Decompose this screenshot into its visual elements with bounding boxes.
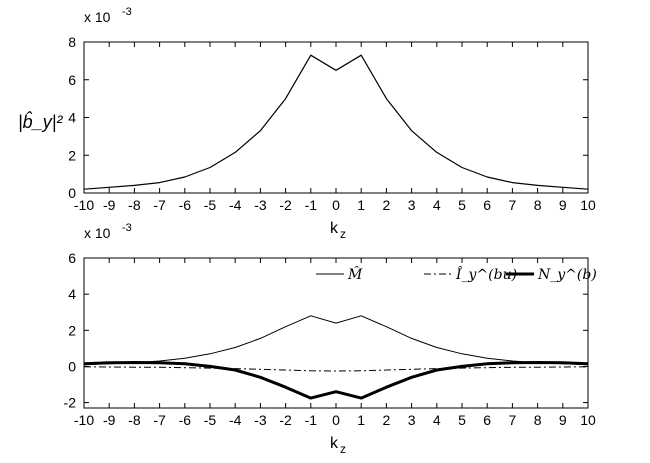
x-tick-label: -9: [103, 412, 116, 428]
x-tick-label: 7: [509, 412, 517, 428]
y-tick-label: 2: [68, 147, 76, 163]
y-tick-label: 2: [68, 322, 76, 338]
x-tick-label: 10: [580, 197, 596, 213]
x-tick-label: -10: [74, 197, 94, 213]
x-tick-label: -7: [153, 197, 166, 213]
legend-label-3: N_y^(b): [537, 267, 597, 283]
series-line-2-2: [83, 366, 589, 372]
series-line-1-1: [83, 54, 589, 190]
x-tick-label: 9: [559, 197, 567, 213]
x-tick-label: -8: [128, 412, 141, 428]
x-axis-label-subscript: z: [340, 227, 346, 241]
x-tick-label: 2: [383, 412, 391, 428]
x-tick-label: -7: [153, 412, 166, 428]
y-tick-label: 4: [68, 110, 76, 126]
x-tick-label: 9: [559, 412, 567, 428]
x-tick-label: 1: [357, 197, 365, 213]
x-tick-label: 3: [408, 197, 416, 213]
plot-frame-1: [83, 41, 589, 194]
x-tick-label: 6: [483, 197, 491, 213]
x-tick-label: -2: [279, 412, 292, 428]
legend-label-2: Î_y^(bu): [455, 265, 517, 283]
x-axis-label: k: [330, 220, 339, 237]
x-tick-label: 8: [534, 197, 542, 213]
x-tick-label: 1: [357, 412, 365, 428]
scale-factor-label: x 10: [84, 9, 111, 25]
x-tick-label: 3: [408, 412, 416, 428]
y-tick-label: 0: [68, 358, 76, 374]
x-axis-label-subscript: z: [340, 442, 346, 456]
x-tick-label: 7: [509, 197, 517, 213]
x-axis-label: k: [330, 435, 339, 452]
x-tick-label: 4: [433, 197, 441, 213]
x-tick-label: -2: [279, 197, 292, 213]
x-tick-label: 0: [332, 197, 340, 213]
x-tick-label: 0: [332, 412, 340, 428]
series-line-2-3: [83, 361, 589, 400]
x-tick-label: -5: [204, 412, 217, 428]
x-tick-label: -3: [254, 197, 267, 213]
x-tick-label: -4: [229, 197, 242, 213]
y-tick-label: 8: [68, 34, 76, 50]
x-tick-label: 8: [534, 412, 542, 428]
x-tick-label: -5: [204, 197, 217, 213]
x-tick-label: -1: [305, 197, 318, 213]
y-tick-label: 0: [68, 185, 76, 201]
x-tick-label: -6: [179, 197, 192, 213]
x-tick-label: 4: [433, 412, 441, 428]
y-tick-label: 6: [68, 72, 76, 88]
x-tick-label: 6: [483, 412, 491, 428]
x-tick-label: -3: [254, 412, 267, 428]
x-tick-label: 10: [580, 412, 596, 428]
legend-label-1: M̂: [347, 265, 363, 283]
x-tick-label: -1: [305, 412, 318, 428]
scale-factor-label: x 10: [84, 225, 111, 241]
y-axis-label: |b̂_y|²: [18, 111, 63, 132]
scale-factor-exponent: -3: [122, 222, 132, 234]
x-tick-label: 2: [383, 197, 391, 213]
scale-factor-exponent: -3: [122, 6, 132, 18]
x-tick-label: 5: [458, 197, 466, 213]
y-tick-label: 6: [68, 250, 76, 266]
y-tick-label: -2: [64, 395, 77, 411]
y-tick-label: 4: [68, 286, 76, 302]
x-tick-label: -9: [103, 197, 116, 213]
x-tick-label: -10: [74, 412, 94, 428]
x-tick-label: -4: [229, 412, 242, 428]
series-line-2-1: [83, 315, 589, 366]
x-tick-label: -6: [179, 412, 192, 428]
x-tick-label: 5: [458, 412, 466, 428]
x-tick-label: -8: [128, 197, 141, 213]
